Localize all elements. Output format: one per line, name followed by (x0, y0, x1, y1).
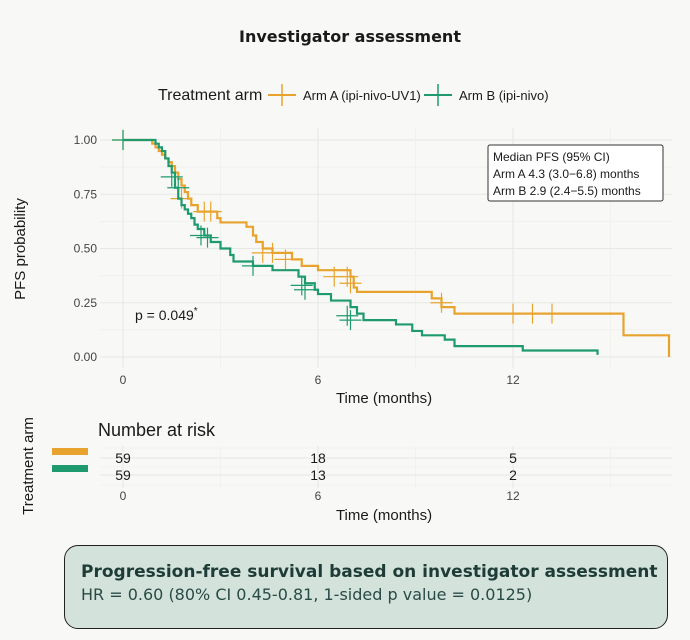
median-box-frame (487, 144, 664, 202)
y-tick-label: 0.25 (74, 296, 98, 310)
censor-mark-arm-a (430, 292, 453, 313)
risk-table-x-ticks: 0 6 12 (120, 489, 520, 503)
risk-count: 5 (509, 450, 517, 466)
median-box-arm-a: Arm A 4.3 (3.0−6.8) months (493, 167, 639, 181)
censor-mark-arm-a (261, 242, 284, 263)
summary-text: HR = 0.60 (80% CI 0.45-0.81, 1-sided p v… (81, 585, 533, 604)
risk-count: 59 (115, 450, 131, 466)
legend-key-arm-b (424, 84, 452, 106)
legend-label-arm-a: Arm A (ipi-nivo-UV1) (303, 88, 421, 103)
risk-x-tick-label: 6 (315, 489, 322, 503)
y-tick-label: 1.00 (74, 133, 98, 147)
median-pfs-box: Median PFS (95% CI) Arm A 4.3 (3.0−6.8) … (487, 144, 664, 202)
censor-mark-arm-a (541, 303, 563, 324)
summary-title: Progression-free survival based on inves… (81, 562, 658, 582)
censor-mark-arm-b (290, 275, 313, 296)
risk-count: 59 (115, 467, 131, 483)
chart-title: Investigator assessment (239, 27, 461, 46)
legend-key-arm-a (268, 84, 296, 106)
risk-table-y-label: Treatment arm (20, 417, 37, 515)
median-box-arm-b: Arm B 2.9 (2.4−5.5) months (493, 184, 641, 198)
summary-card: Progression-free survival based on inves… (64, 545, 668, 629)
censor-mark-arm-a (274, 249, 297, 270)
risk-row-swatch-arm-a (52, 448, 88, 455)
km-figure: Investigator assessment Treatment arm Ar… (12, 27, 672, 524)
p-value: p = 0.049* (135, 306, 198, 323)
censor-mark-arm-a (502, 303, 524, 324)
plot-grid (100, 128, 672, 368)
censor-mark-arm-b (167, 177, 190, 198)
risk-count: 2 (509, 467, 517, 483)
y-tick-label: 0.50 (74, 242, 98, 256)
censor-mark-arm-b (336, 305, 359, 326)
x-tick-label: 12 (506, 373, 520, 387)
censor-mark-arm-b (294, 279, 316, 300)
risk-x-tick-label: 12 (506, 489, 520, 503)
x-axis-label: Time (months) (336, 390, 432, 407)
y-tick-label: 0.00 (74, 350, 98, 364)
censor-mark-arm-b (112, 130, 134, 150)
risk-count: 13 (310, 467, 326, 483)
risk-table-grid (100, 446, 672, 488)
censor-mark-arm-b (190, 225, 212, 246)
risk-row-swatch-arm-b (52, 465, 88, 472)
risk-table-x-label: Time (months) (336, 507, 432, 524)
y-axis-label: PFS probability (12, 198, 29, 300)
p-value-mark: * (194, 306, 198, 317)
survival-curves (112, 130, 671, 357)
censor-mark-arm-b (242, 255, 264, 276)
x-tick-label: 0 (120, 373, 127, 387)
censor-mark-arm-a (199, 201, 222, 222)
x-tick-label: 6 (315, 373, 322, 387)
legend-title: Treatment arm (158, 87, 262, 104)
risk-x-tick-label: 0 (120, 489, 127, 503)
x-axis-ticks: 0 6 12 (120, 373, 520, 387)
p-value-text: p = 0.049 (135, 307, 194, 323)
censor-mark-arm-b (196, 227, 219, 248)
legend: Treatment arm Arm A (ipi-nivo-UV1) Arm B… (158, 84, 549, 106)
median-box-title: Median PFS (95% CI) (493, 150, 610, 164)
censor-mark-arm-a (339, 273, 362, 294)
risk-table: Number at risk 59 18 5 59 13 2 0 6 12 Time (mon… (20, 417, 672, 524)
censor-mark-arm-b (160, 166, 183, 187)
y-tick-label: 0.75 (74, 187, 98, 201)
legend-label-arm-b: Arm B (ipi-nivo) (459, 88, 549, 103)
risk-count: 18 (310, 450, 326, 466)
y-axis-ticks: 0.00 0.25 0.50 0.75 1.00 (74, 133, 98, 364)
censor-mark-arm-a (521, 303, 544, 324)
censor-mark-arm-b (339, 310, 362, 331)
risk-table-rows: 59 18 5 59 13 2 (52, 448, 517, 483)
risk-table-title: Number at risk (98, 420, 216, 440)
